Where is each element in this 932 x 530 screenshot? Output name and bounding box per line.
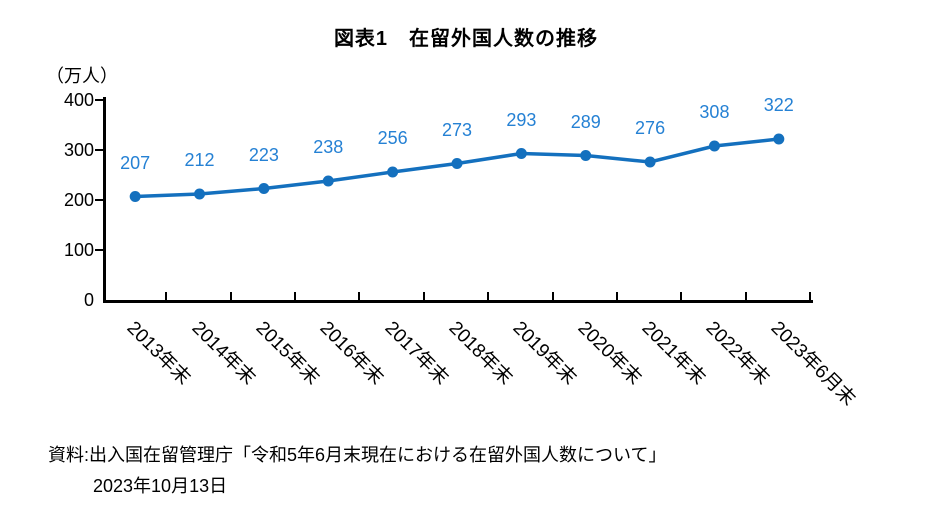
x-axis-category-label: 2016年末 [315,317,388,390]
y-axis-tick-label: 400 [63,90,94,110]
data-point [194,188,206,200]
x-axis-tick [809,292,811,300]
y-axis-tick-label: 300 [63,140,94,160]
data-label: 238 [313,137,344,157]
chart-title: 図表1 在留外国人数の推移 [333,28,599,50]
x-axis-category-label: 2015年末 [251,317,324,390]
source-line-2: 2023年10月13日 [93,476,228,496]
x-axis-tick [422,292,425,300]
x-axis-category-label: 2013年末 [122,317,195,390]
x-axis-category-label: 2014年末 [187,317,259,390]
x-axis-tick [229,292,232,300]
y-axis-line [103,97,106,303]
data-label: 293 [506,109,537,130]
x-axis-category-label: 2023年6月末 [766,317,859,411]
y-axis-tick-label: 100 [63,240,94,260]
x-axis-tick [487,292,490,300]
x-axis-category-label: 2019年末 [508,317,581,390]
x-axis-category-label: 2017年末 [380,317,452,390]
y-axis-tick [95,198,103,202]
x-axis-tick [294,292,297,300]
y-axis-tick-label: 0 [83,290,94,310]
data-point [580,150,592,161]
data-point [773,133,785,145]
source-note: 資料:出入国在留管理庁「令和5年6月末現在における在留外国人数について」 202… [48,440,666,502]
y-axis-tick-label: 200 [63,190,94,210]
data-label: 207 [120,152,151,173]
x-axis-tick [551,292,554,300]
data-label: 289 [570,111,601,132]
x-axis-tick [744,292,747,300]
x-axis-category-label: 2018年末 [444,317,517,390]
data-point [644,156,656,168]
data-point [515,148,527,159]
x-axis-tick [680,292,683,300]
data-label: 223 [248,144,279,165]
x-axis-tick [358,292,361,300]
x-axis-line [103,300,813,303]
x-axis-category-label: 2022年末 [702,317,774,390]
data-label: 273 [441,119,473,140]
source-line-1: 資料:出入国在留管理庁「令和5年6月末現在における在留外国人数について」 [48,445,667,465]
x-axis-tick [165,292,168,300]
data-point [258,183,270,194]
data-label: 308 [699,102,730,122]
y-axis-tick [95,98,103,102]
y-axis-tick [95,148,103,152]
data-label: 322 [763,95,794,115]
x-axis-category-label: 2021年末 [637,317,710,390]
data-point [387,166,399,178]
x-axis-tick [615,292,618,300]
x-axis-category-label: 2020年末 [573,317,645,390]
y-axis-tick [95,248,103,252]
data-label: 256 [377,128,408,148]
data-point [129,191,141,202]
data-point [708,140,720,152]
data-label: 212 [184,150,215,170]
data-point [451,158,463,169]
y-axis-unit-label: （万人） [46,66,118,86]
data-point [322,175,334,187]
data-label: 276 [635,118,666,138]
